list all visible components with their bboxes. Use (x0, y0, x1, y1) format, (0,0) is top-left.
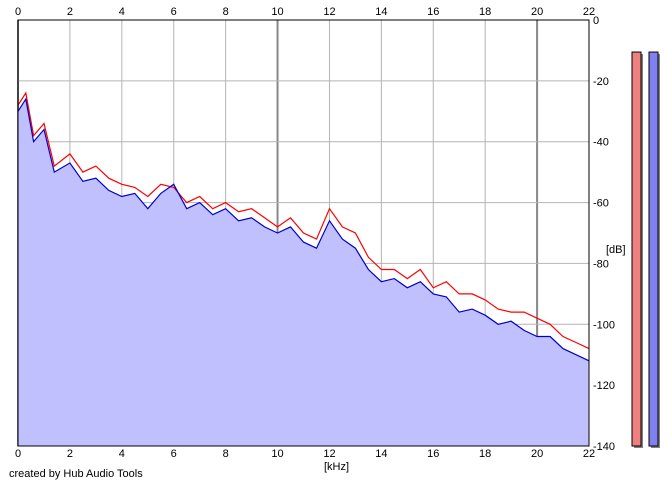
x-tick-label-bottom: 18 (479, 448, 491, 460)
y-tick-label: -60 (593, 198, 609, 210)
y-tick-label: -40 (593, 137, 609, 149)
x-tick-label-bottom: 0 (15, 448, 21, 460)
x-tick-label-bottom: 20 (531, 448, 543, 460)
x-tick-label-top: 4 (119, 6, 125, 18)
level-meter-right (648, 51, 659, 447)
credit-text: created by Hub Audio Tools (9, 468, 143, 480)
x-tick-label-bottom: 14 (375, 448, 387, 460)
x-tick-label-top: 10 (271, 6, 283, 18)
x-tick-label-bottom: 8 (223, 448, 229, 460)
y-tick-label: -140 (593, 441, 615, 453)
plot-frame (17, 19, 590, 447)
plot-border (17, 19, 590, 447)
series-line (17, 91, 590, 350)
x-tick-label-top: 12 (323, 6, 335, 18)
y-axis-label: [dB] (606, 244, 626, 256)
y-tick-label: -100 (593, 319, 615, 331)
x-tick-label-top: 14 (375, 6, 387, 18)
x-tick-label-top: 8 (223, 6, 229, 18)
series-area (18, 99, 589, 446)
series-line (17, 97, 590, 362)
spectrum-lines (17, 91, 590, 362)
x-tick-label-top: 20 (531, 6, 543, 18)
x-tick-label-top: 18 (479, 6, 491, 18)
x-tick-label-top: 22 (583, 6, 595, 18)
x-axis-label: [kHz] (324, 461, 350, 473)
y-tick-label: -120 (593, 380, 615, 392)
x-tick-label-bottom: 16 (427, 448, 439, 460)
x-tick-label-top: 6 (171, 6, 177, 18)
x-tick-label-bottom: 4 (119, 448, 125, 460)
level-meter-left (631, 51, 642, 447)
x-tick-label-bottom: 6 (171, 448, 177, 460)
y-tick-label: -20 (593, 76, 609, 88)
y-tick-label: 0 (593, 15, 599, 27)
x-tick-label-top: 2 (67, 6, 73, 18)
x-tick-label-bottom: 12 (323, 448, 335, 460)
x-tick-label-top: 0 (15, 6, 21, 18)
level-meters (631, 51, 660, 448)
y-tick-label: -80 (593, 258, 609, 270)
spectrum-fill (18, 99, 589, 446)
x-tick-label-bottom: 2 (67, 448, 73, 460)
tick-labels: 002244668810101212141416161818202022220-… (15, 6, 615, 460)
x-tick-label-bottom: 22 (583, 448, 595, 460)
x-tick-label-top: 16 (427, 6, 439, 18)
x-tick-label-bottom: 10 (271, 448, 283, 460)
